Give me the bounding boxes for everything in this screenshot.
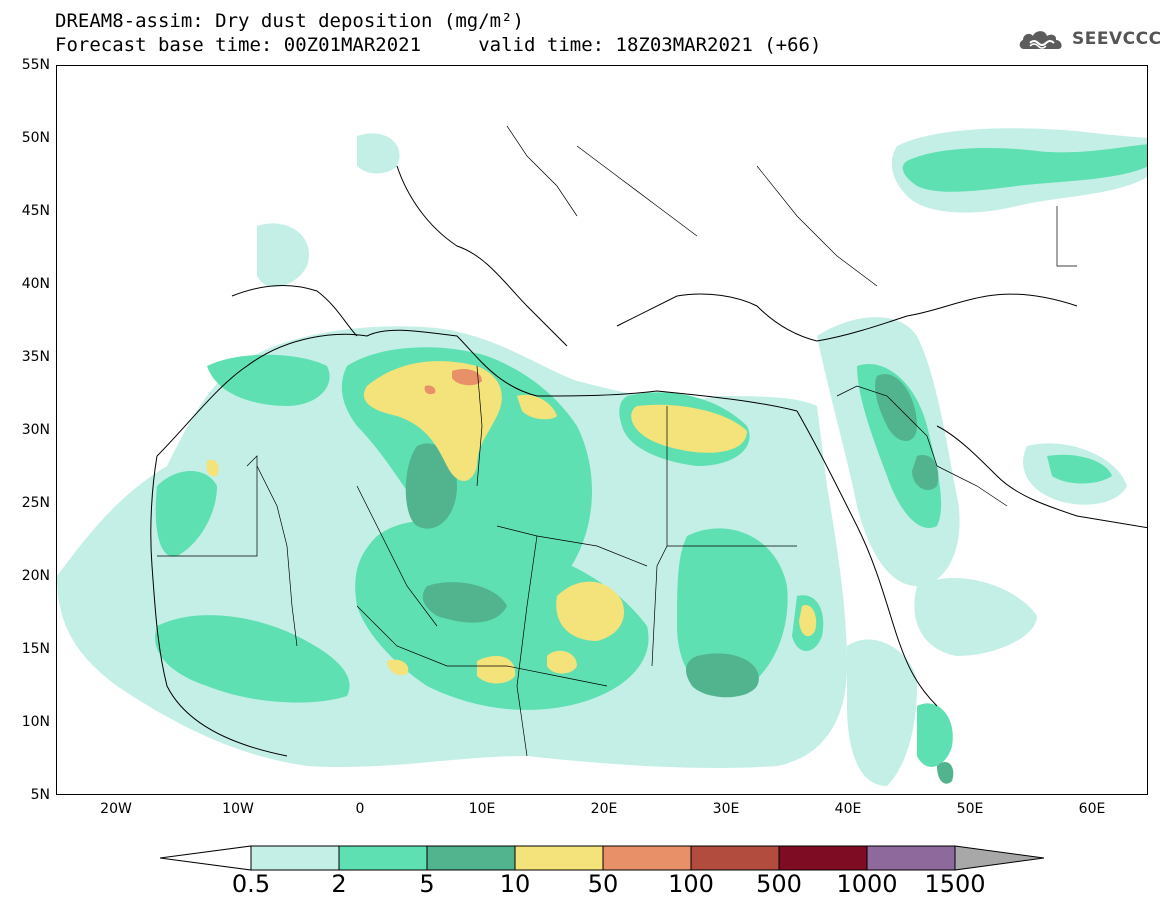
lon-label-10e: 10E bbox=[468, 801, 496, 817]
colorbar-swatch-5 bbox=[690, 845, 780, 871]
colorbar-swatch-3 bbox=[514, 845, 604, 871]
seevccc-logo: SEEVCCC bbox=[1018, 27, 1162, 51]
lat-label-25n: 25N bbox=[21, 495, 50, 511]
map-area bbox=[56, 65, 1148, 795]
colorbar-low-arrow bbox=[159, 845, 252, 871]
lat-label-10n: 10N bbox=[21, 714, 50, 730]
deposition-level-salmon bbox=[424, 369, 482, 395]
lat-label-5n: 5N bbox=[30, 787, 50, 803]
lat-label-20n: 20N bbox=[21, 568, 50, 584]
colorbar-high-arrow bbox=[954, 845, 1045, 871]
coastlines bbox=[150, 165, 1147, 757]
lon-label-60e: 60E bbox=[1078, 801, 1106, 817]
colorbar-label: 500 bbox=[756, 870, 802, 898]
lat-label-30n: 30N bbox=[21, 422, 50, 438]
dust-deposition-map bbox=[57, 125, 1147, 786]
lon-label-20w: 20W bbox=[100, 801, 132, 817]
lon-label-10w: 10W bbox=[222, 801, 254, 817]
lon-label-20e: 20E bbox=[590, 801, 618, 817]
lat-label-40n: 40N bbox=[21, 276, 50, 292]
forecast-times: Forecast base time: 00Z01MAR2021 valid t… bbox=[55, 34, 822, 56]
lon-label-50e: 50E bbox=[956, 801, 984, 817]
lat-label-55n: 55N bbox=[21, 57, 50, 73]
colorbar-label: 10 bbox=[499, 870, 531, 898]
colorbar-swatch-6 bbox=[778, 845, 868, 871]
colorbar-swatch-2 bbox=[426, 845, 516, 871]
cloud-icon bbox=[1019, 31, 1062, 49]
colorbar-label: 1500 bbox=[924, 870, 986, 898]
colorbar-label: 0.5 bbox=[231, 870, 271, 898]
colorbar-label: 2 bbox=[331, 870, 347, 898]
deposition-level-yellow bbox=[206, 361, 817, 684]
colorbar-label: 100 bbox=[668, 870, 714, 898]
lat-label-35n: 35N bbox=[21, 349, 50, 365]
lat-label-15n: 15N bbox=[21, 641, 50, 657]
country-borders bbox=[157, 125, 1077, 757]
lat-label-50n: 50N bbox=[21, 130, 50, 146]
lon-label-40e: 40E bbox=[834, 801, 862, 817]
colorbar-swatch-1 bbox=[338, 845, 428, 871]
colorbar-label: 1000 bbox=[836, 870, 898, 898]
colorbar-label: 50 bbox=[587, 870, 619, 898]
map-title: DREAM8-assim: Dry dust deposition (mg/m²… bbox=[55, 10, 524, 32]
colorbar-legend bbox=[159, 845, 1045, 875]
lon-label-0: 0 bbox=[355, 801, 365, 817]
colorbar-swatch-4 bbox=[602, 845, 692, 871]
colorbar-swatch-0 bbox=[250, 845, 340, 871]
colorbar-swatch-7 bbox=[866, 845, 956, 871]
colorbar-label: 5 bbox=[419, 870, 435, 898]
deposition-level-high bbox=[405, 374, 954, 784]
lon-label-30e: 30E bbox=[712, 801, 740, 817]
lat-label-45n: 45N bbox=[21, 203, 50, 219]
logo-text: SEEVCCC bbox=[1072, 29, 1162, 49]
